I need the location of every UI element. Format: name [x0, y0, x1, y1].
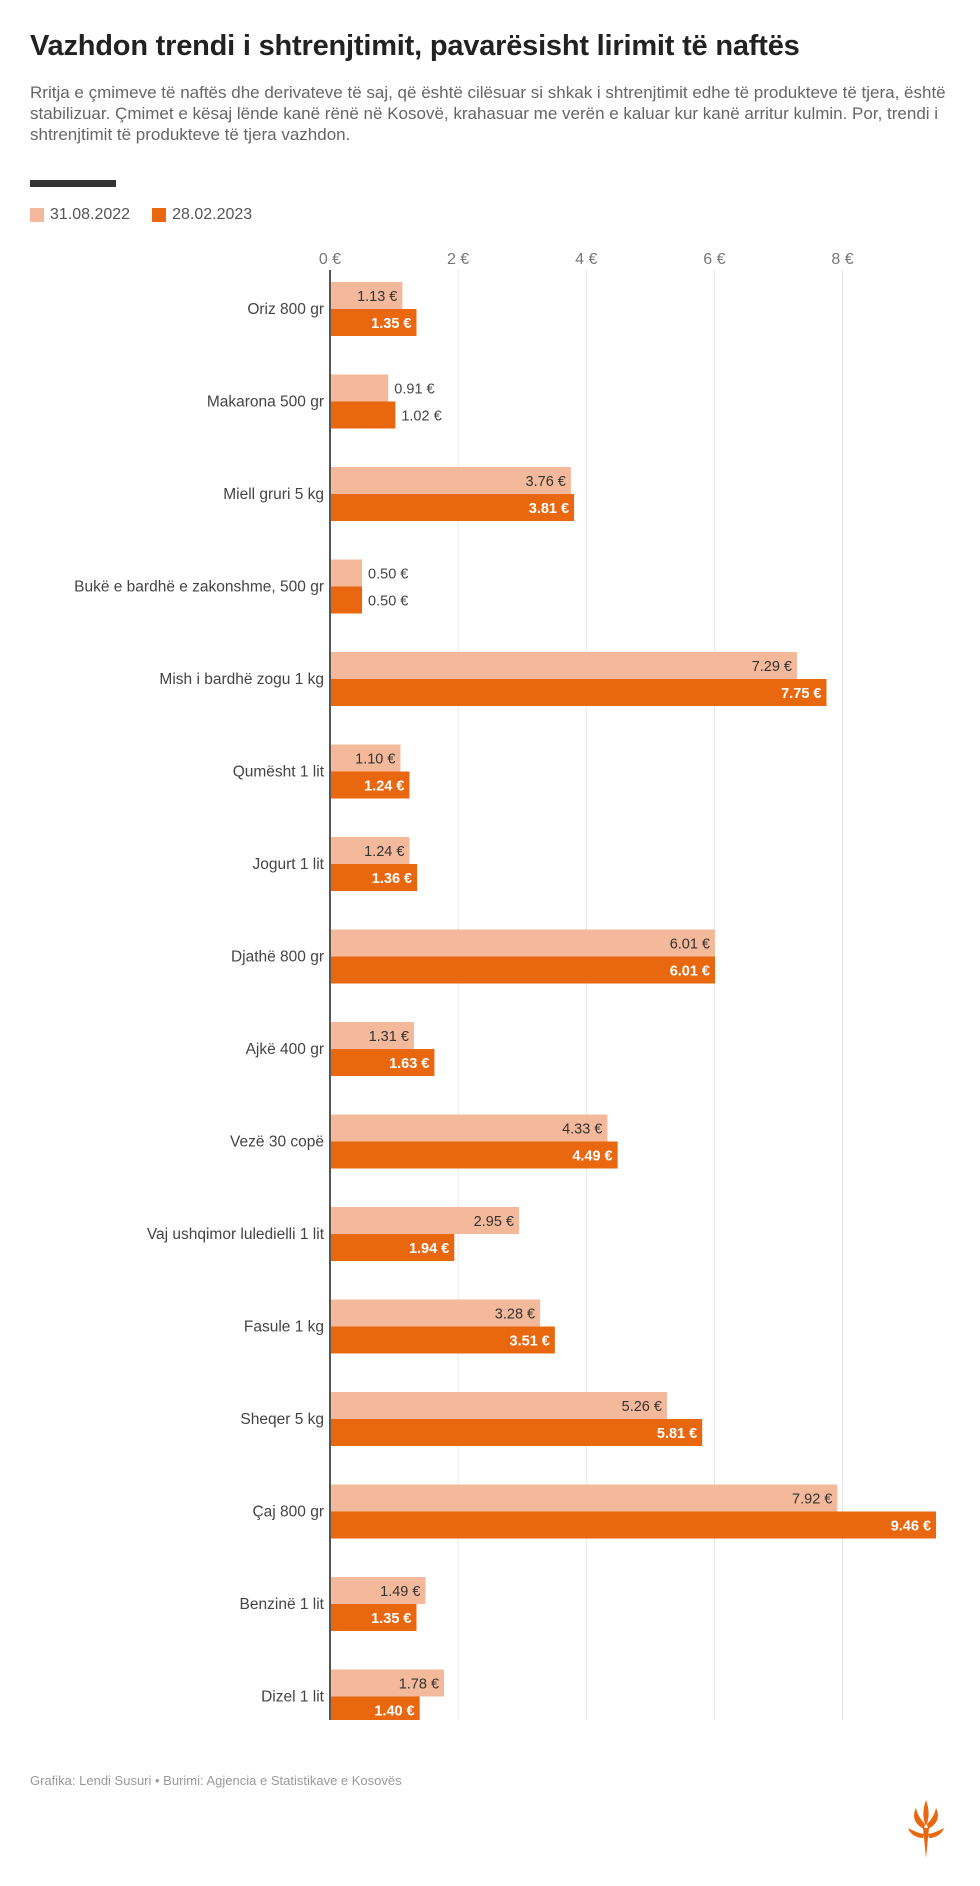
bar: [330, 679, 827, 706]
source-credit: Grafika: Lendi Susuri • Burimi: Agjencia…: [30, 1773, 402, 1788]
bar: [330, 559, 363, 587]
legend: 31.08.2022 28.02.2023: [30, 206, 252, 224]
data-label: 3.76 €: [526, 474, 566, 490]
x-tick-label: 8 €: [831, 251, 853, 268]
category-label: Ajkë 400 gr: [246, 1041, 324, 1058]
bar: [330, 1669, 445, 1697]
bar: [330, 929, 716, 957]
data-label: 4.49 €: [572, 1149, 612, 1165]
bar: [330, 771, 410, 799]
bar: [330, 1696, 420, 1720]
bar: [330, 1114, 608, 1142]
data-label: 1.24 €: [364, 779, 404, 795]
data-label: 5.26 €: [622, 1399, 662, 1415]
bar-chart: 0 € 2 € 4 € 6 € 8 € Oriz 800 gr 1.13 € 1.35 € Ma…: [74, 251, 937, 1720]
bar: [330, 837, 410, 864]
legend-label-2022: 31.08.2022: [50, 206, 131, 223]
bar: [330, 1392, 667, 1419]
x-tick-label: 2 €: [447, 251, 469, 268]
data-label: 4.33 €: [562, 1122, 602, 1138]
bar: [330, 744, 401, 772]
bar: [330, 494, 575, 521]
bar: [330, 1207, 519, 1234]
category-label: Djathë 800 gr: [231, 949, 324, 966]
data-label: 1.10 €: [355, 752, 395, 768]
bar: [330, 956, 716, 984]
legend-swatch-2022: [30, 208, 44, 222]
data-label: 0.50 €: [368, 594, 408, 610]
bar: [330, 864, 418, 891]
bar: [330, 467, 571, 494]
bar: [330, 309, 417, 336]
bar: [330, 374, 389, 402]
bar: [330, 282, 403, 309]
category-label: Vezë 30 copë: [230, 1134, 324, 1151]
bar: [330, 1141, 618, 1169]
data-label: 7.75 €: [781, 686, 821, 702]
data-label: 1.49 €: [380, 1584, 420, 1600]
data-label: 1.35 €: [371, 1611, 411, 1627]
data-label: 1.40 €: [374, 1704, 414, 1720]
bar: [330, 1604, 417, 1631]
category-label: Benzinë 1 lit: [240, 1596, 325, 1613]
data-label: 6.01 €: [670, 964, 710, 980]
data-label: 9.46 €: [891, 1519, 931, 1535]
bar: [330, 586, 363, 614]
bar: [330, 1326, 555, 1354]
category-label: Dizel 1 lit: [261, 1689, 325, 1706]
legend-label-2023: 28.02.2023: [172, 206, 253, 223]
data-label: 0.50 €: [368, 567, 408, 583]
bar: [330, 1484, 838, 1512]
data-label: 3.81 €: [529, 501, 569, 517]
category-label: Makarona 500 gr: [207, 394, 324, 411]
category-label: Mish i bardhë zogu 1 kg: [159, 671, 324, 688]
category-label: Bukë e bardhë e zakonshme, 500 gr: [74, 579, 324, 596]
category-label: Miell gruri 5 kg: [223, 486, 324, 503]
bar: [330, 1049, 435, 1076]
x-tick-label: 6 €: [703, 251, 725, 268]
data-label: 1.31 €: [369, 1029, 409, 1045]
bar: [330, 1577, 426, 1604]
chart-title: Vazhdon trendi i shtrenjtimit, pavarësis…: [30, 30, 800, 62]
legend-swatch-2023: [152, 208, 167, 222]
data-label: 5.81 €: [657, 1426, 697, 1442]
bar: [330, 1022, 414, 1049]
bar: [330, 652, 798, 679]
category-label: Vaj ushqimor luledielli 1 lit: [147, 1226, 325, 1243]
data-label: 1.94 €: [409, 1241, 449, 1257]
data-label: 1.36 €: [372, 871, 412, 887]
category-label: Jogurt 1 lit: [252, 856, 324, 873]
data-label: 1.35 €: [371, 316, 411, 332]
chart-subtitle: Rritja e çmimeve të naftës dhe derivatev…: [30, 83, 946, 144]
data-label: 7.92 €: [792, 1492, 832, 1508]
bar: [330, 401, 396, 429]
category-label: Qumësht 1 lit: [233, 764, 325, 781]
category-label: Fasule 1 kg: [244, 1319, 324, 1336]
data-label: 3.28 €: [495, 1307, 535, 1323]
title-rule: [30, 180, 116, 187]
data-label: 2.95 €: [474, 1214, 514, 1230]
data-label: 1.13 €: [357, 289, 397, 305]
x-tick-label: 4 €: [575, 251, 597, 268]
data-label: 7.29 €: [752, 659, 792, 675]
data-label: 1.63 €: [389, 1056, 429, 1072]
data-label: 3.51 €: [510, 1334, 550, 1350]
rfe-torch-logo-icon: [908, 1800, 944, 1858]
data-label: 1.02 €: [401, 409, 441, 425]
category-label: Oriz 800 gr: [247, 301, 324, 318]
legend-item-2023: 28.02.2023: [152, 206, 252, 224]
data-label: 1.78 €: [399, 1677, 439, 1693]
data-label: 0.91 €: [394, 382, 434, 398]
legend-item-2022: 31.08.2022: [30, 206, 130, 224]
bar: [330, 1419, 703, 1446]
x-tick-label: 0 €: [319, 251, 341, 268]
category-label: Sheqer 5 kg: [240, 1411, 324, 1428]
bar: [330, 1511, 937, 1539]
data-label: 6.01 €: [670, 937, 710, 953]
bar: [330, 1299, 541, 1327]
category-label: Çaj 800 gr: [252, 1504, 324, 1521]
data-label: 1.24 €: [364, 844, 404, 860]
bar: [330, 1234, 455, 1261]
